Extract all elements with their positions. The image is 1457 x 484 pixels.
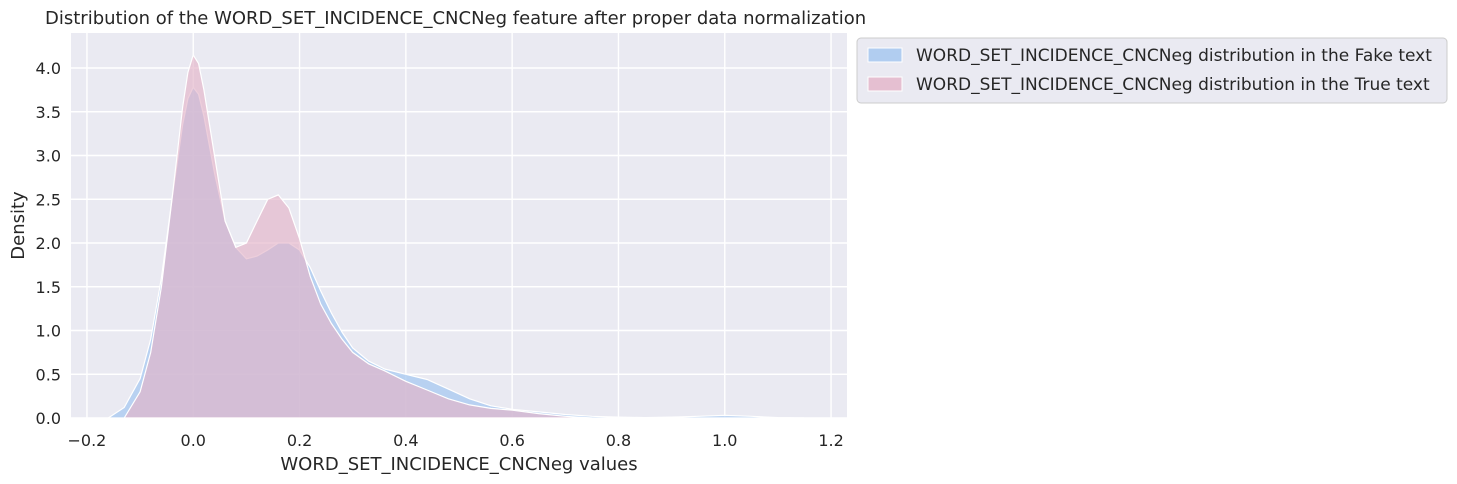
x-axis-label: WORD_SET_INCIDENCE_CNCNeg values <box>280 454 637 475</box>
legend-box <box>856 37 1448 104</box>
density-area-true <box>123 53 592 419</box>
legend-label: WORD_SET_INCIDENCE_CNCNeg distribution i… <box>916 75 1430 95</box>
legend-swatch <box>867 47 903 63</box>
y-tick-label: 3.5 <box>36 103 61 122</box>
legend-label: WORD_SET_INCIDENCE_CNCNeg distribution i… <box>916 46 1432 66</box>
y-axis-ticks: 0.0 0.5 1.0 1.5 2.0 2.5 3.0 3.5 4.0 <box>36 59 61 428</box>
x-tick-label: −0.2 <box>68 431 107 450</box>
x-tick-label: 0.8 <box>606 431 631 450</box>
y-tick-label: 1.5 <box>36 278 61 297</box>
x-tick-label: 1.2 <box>818 431 843 450</box>
chart-title: Distribution of the WORD_SET_INCIDENCE_C… <box>45 8 866 29</box>
y-tick-label: 0.5 <box>36 365 61 384</box>
x-tick-label: 0.4 <box>393 431 418 450</box>
y-tick-label: 0.0 <box>36 409 61 428</box>
legend: WORD_SET_INCIDENCE_CNCNeg distribution i… <box>856 37 1448 104</box>
y-tick-label: 2.0 <box>36 234 61 253</box>
y-tick-label: 3.0 <box>36 147 61 166</box>
x-tick-label: 0.2 <box>287 431 312 450</box>
series-layer <box>106 53 805 419</box>
y-tick-label: 4.0 <box>36 59 61 78</box>
x-tick-label: 0.0 <box>181 431 206 450</box>
x-axis-ticks: −0.2 0.0 0.2 0.4 0.6 0.8 1.0 1.2 <box>68 431 844 450</box>
x-tick-label: 0.6 <box>499 431 524 450</box>
y-tick-label: 2.5 <box>36 190 61 209</box>
y-tick-label: 1.0 <box>36 322 61 341</box>
x-tick-label: 1.0 <box>712 431 737 450</box>
y-axis-label: Density <box>8 191 29 260</box>
legend-swatch <box>867 76 903 92</box>
